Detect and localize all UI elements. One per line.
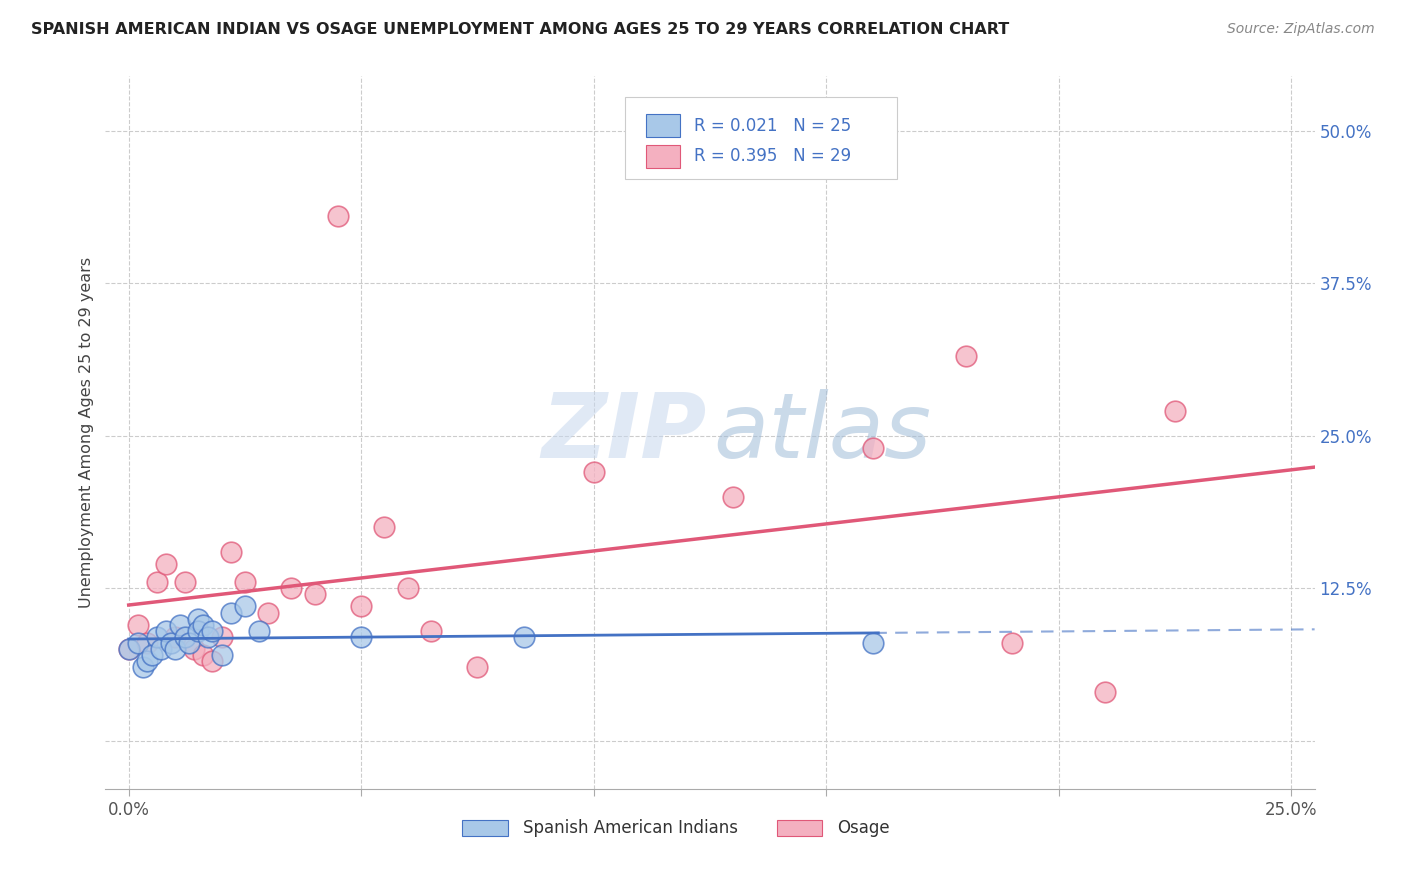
Bar (645, 114, 681, 137)
Point (197, 630, 219, 644)
Text: Spanish American Indians: Spanish American Indians (523, 819, 738, 837)
Point (219, 544, 242, 558)
Point (150, 642, 173, 657)
Point (145, 575, 167, 590)
Point (179, 636, 201, 650)
Point (127, 617, 149, 632)
Point (165, 642, 187, 657)
Bar (645, 145, 681, 168)
Point (136, 636, 159, 650)
Point (131, 660, 153, 674)
Bar (463, 820, 508, 836)
Point (326, 209, 349, 223)
Point (191, 617, 214, 632)
Point (159, 636, 181, 650)
Point (723, 490, 745, 504)
Point (1164, 404, 1187, 418)
Text: R = 0.395   N = 29: R = 0.395 N = 29 (695, 147, 852, 165)
Point (136, 654, 159, 668)
Point (467, 660, 489, 674)
Point (862, 441, 884, 455)
Bar (776, 820, 823, 836)
Point (187, 624, 209, 638)
Point (247, 624, 270, 638)
Y-axis label: Unemployment Among Ages 25 to 29 years: Unemployment Among Ages 25 to 29 years (79, 257, 94, 608)
Point (145, 630, 167, 644)
Point (118, 642, 141, 657)
Point (1094, 685, 1116, 699)
Point (183, 642, 205, 657)
Point (211, 630, 233, 644)
Point (169, 617, 191, 632)
Point (862, 636, 884, 650)
Point (187, 612, 209, 626)
Point (582, 465, 605, 479)
Point (165, 630, 187, 644)
Point (173, 575, 195, 590)
Point (280, 581, 302, 595)
Point (141, 648, 163, 663)
Text: R = 0.021   N = 25: R = 0.021 N = 25 (695, 117, 852, 135)
Text: Osage: Osage (837, 819, 890, 837)
Point (191, 648, 214, 663)
Point (155, 624, 177, 638)
Point (233, 575, 256, 590)
Point (350, 630, 373, 644)
Text: Source: ZipAtlas.com: Source: ZipAtlas.com (1227, 22, 1375, 37)
Point (1001, 636, 1024, 650)
Point (118, 642, 141, 657)
Point (350, 599, 373, 614)
Point (420, 624, 443, 638)
Text: atlas: atlas (714, 389, 932, 476)
Point (233, 599, 256, 614)
Text: ZIP: ZIP (541, 389, 706, 476)
Point (513, 630, 536, 644)
Point (396, 581, 419, 595)
Text: SPANISH AMERICAN INDIAN VS OSAGE UNEMPLOYMENT AMONG AGES 25 TO 29 YEARS CORRELAT: SPANISH AMERICAN INDIAN VS OSAGE UNEMPLO… (31, 22, 1010, 37)
Point (127, 636, 149, 650)
Point (373, 520, 395, 534)
Point (201, 654, 224, 668)
Point (155, 557, 177, 571)
Point (201, 624, 224, 638)
Point (211, 648, 233, 663)
Point (304, 587, 326, 601)
Point (219, 606, 242, 620)
Point (173, 630, 195, 644)
Point (955, 350, 977, 364)
FancyBboxPatch shape (626, 97, 897, 179)
Point (257, 606, 280, 620)
